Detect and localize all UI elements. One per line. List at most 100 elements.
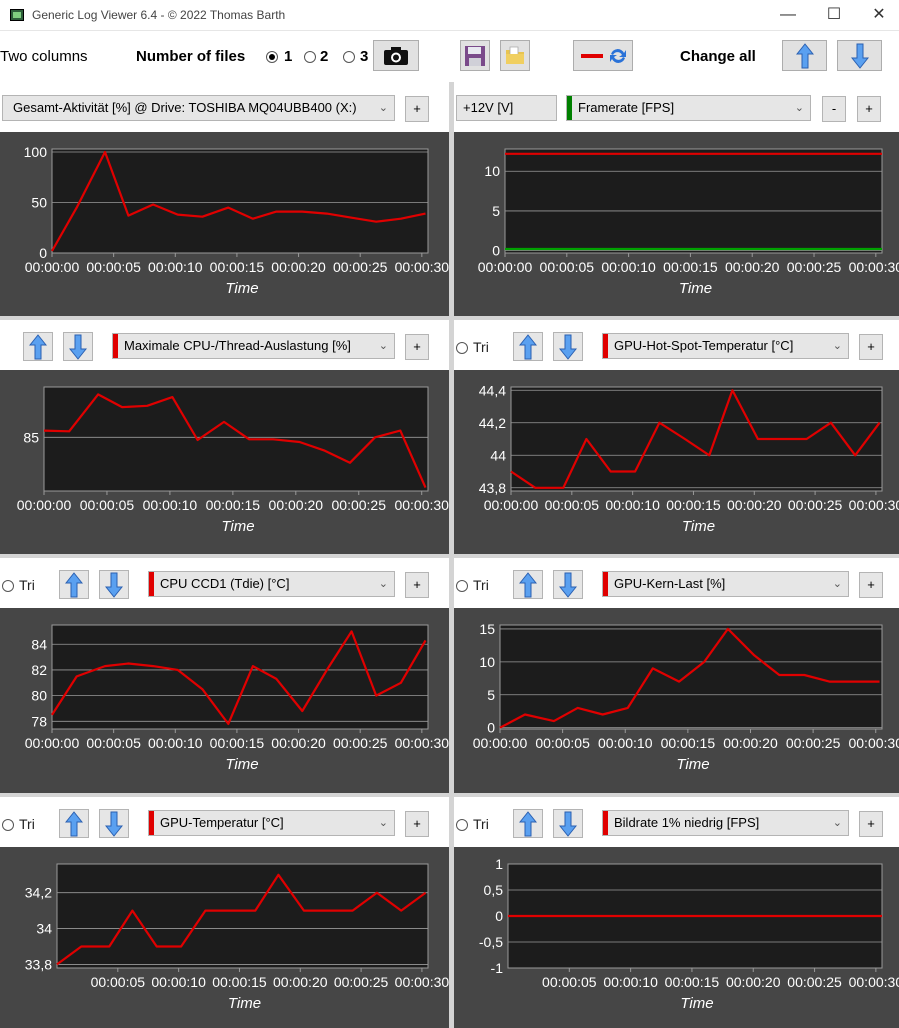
x-tick-label: 00:00:20 [271,259,326,275]
title-bar: Generic Log Viewer 6.4 - © 2022 Thomas B… [0,0,899,31]
move-up-button[interactable] [513,332,543,361]
maximize-button[interactable]: ☐ [826,6,842,23]
y-tick-label: 1 [495,856,503,872]
window-title: Generic Log Viewer 6.4 - © 2022 Thomas B… [32,8,286,22]
series-select[interactable]: GPU-Temperatur [°C] ⌄ [148,810,395,836]
files-radio-3[interactable] [343,51,355,63]
change-all-down-button[interactable] [837,40,882,71]
chevron-down-icon: ⌄ [791,96,804,120]
chevron-down-icon: ⌄ [829,811,842,835]
chart-panel: Tri GPU-Temperatur [°C] ⌄ +33,8 34 34,2 00:00:… [0,797,449,1028]
screenshot-button[interactable] [373,40,419,71]
move-up-button[interactable] [513,809,543,838]
add-series-button[interactable]: + [405,96,429,122]
series-select[interactable]: GPU-Kern-Last [%] ⌄ [602,571,849,597]
add-series-button[interactable]: + [405,572,429,598]
series-select[interactable]: Gesamt-Aktivität [%] @ Drive: TOSHIBA MQ… [2,95,395,121]
series-select[interactable]: GPU-Hot-Spot-Temperatur [°C] ⌄ [602,333,849,359]
chevron-down-icon: ⌄ [829,572,842,596]
add-series-button[interactable]: + [405,811,429,837]
move-down-button[interactable] [63,332,93,361]
trigger-radio-button[interactable] [456,819,468,831]
x-tick-label: 00:00:10 [151,974,206,990]
x-tick-label: 00:00:00 [473,735,528,751]
x-axis-title: Time [225,756,258,773]
move-down-button[interactable] [553,332,583,361]
x-tick-label: 00:00:00 [17,497,72,513]
trigger-radio-button[interactable] [456,342,468,354]
panel-header: Tri CPU CCD1 (Tdie) [°C] ⌄ + [0,558,449,608]
save-button[interactable] [460,40,490,71]
folder-icon [506,46,524,64]
files-radio-2[interactable] [304,51,316,63]
swap-color-button[interactable] [573,40,633,71]
remove-series-button[interactable]: - [822,96,846,122]
x-tick-label: 00:00:05 [91,974,146,990]
series-select[interactable]: Bildrate 1% niedrig [FPS] ⌄ [602,810,849,836]
y-tick-label: 43,8 [479,480,506,496]
add-series-button[interactable]: + [405,334,429,360]
x-tick-label: 00:00:10 [148,259,203,275]
series-select[interactable]: CPU CCD1 (Tdie) [°C] ⌄ [148,571,395,597]
y-tick-label: 0 [487,720,495,736]
add-series-button[interactable]: + [857,96,881,122]
y-tick-label: 0 [495,908,503,924]
series-color-swatch [603,572,608,596]
series-select[interactable]: Framerate [FPS] ⌄ [566,95,811,121]
plot-area [51,624,429,730]
series-line [499,627,880,729]
x-tick-label: 00:00:25 [786,735,841,751]
y-tick-label: 44,4 [479,382,506,398]
move-down-button[interactable] [99,809,129,838]
change-all-label: Change all [680,48,756,65]
move-up-button[interactable] [513,570,543,599]
minimize-button[interactable]: — [780,6,796,23]
two-columns-checkbox-label[interactable]: Two columns [0,48,88,65]
move-up-button[interactable] [59,570,89,599]
trigger-radio-button[interactable] [456,580,468,592]
x-axis-title: Time [682,518,715,535]
y-tick-label: -0,5 [479,934,503,950]
chart-panel: Tri GPU-Hot-Spot-Temperatur [°C] ⌄ +43,8 44 4… [454,320,899,556]
trigger-radio-button[interactable] [2,580,14,592]
voltage-field[interactable]: +12V [V] [456,95,557,121]
x-tick-label: 00:00:10 [605,497,660,513]
x-axis-title: Time [676,756,709,773]
move-down-button[interactable] [99,570,129,599]
move-down-button[interactable] [553,570,583,599]
open-folder-button[interactable] [500,40,530,71]
x-tick-label: 00:00:30 [395,259,449,275]
y-tick-label: 0 [492,243,500,259]
x-tick-label: 00:00:15 [210,735,265,751]
files-radio-1-label: 1 [284,48,293,65]
x-tick-label: 00:00:30 [849,497,899,513]
series-select[interactable]: Maximale CPU-/Thread-Auslastung [%] ⌄ [112,333,395,359]
files-radio-1[interactable] [266,51,278,63]
chart-panel: +12V [V] - Framerate [FPS] ⌄ +0 5 10 00:00:00 00… [454,82,899,318]
series-color-swatch [567,96,572,120]
change-all-up-button[interactable] [782,40,827,71]
files-radio-3-label: 3 [360,48,369,65]
y-tick-label: 0 [39,245,47,261]
x-tick-label: 00:00:25 [333,259,388,275]
plot-area [43,386,429,492]
move-up-button[interactable] [59,809,89,838]
trigger-radio-button[interactable] [2,819,14,831]
x-tick-label: 00:00:20 [727,497,782,513]
x-tick-label: 00:00:15 [212,974,267,990]
y-tick-label: 10 [484,163,500,179]
move-down-button[interactable] [553,809,583,838]
add-series-button[interactable]: + [859,811,883,837]
move-up-button[interactable] [23,332,53,361]
plot-area [499,624,883,730]
add-series-button[interactable]: + [859,572,883,598]
x-tick-label: 00:00:05 [86,735,141,751]
add-series-button[interactable]: + [859,334,883,360]
x-tick-label: 00:00:25 [332,497,387,513]
x-tick-label: 00:00:25 [334,974,389,990]
x-tick-label: 00:00:25 [787,974,842,990]
y-tick-label: 5 [487,687,495,703]
line-chart: 0 5 10 00:00:00 00:00:05 00:00:10 00:00:15 00:0… [478,148,899,297]
app-icon [10,9,24,21]
close-button[interactable]: ✕ [872,6,886,23]
